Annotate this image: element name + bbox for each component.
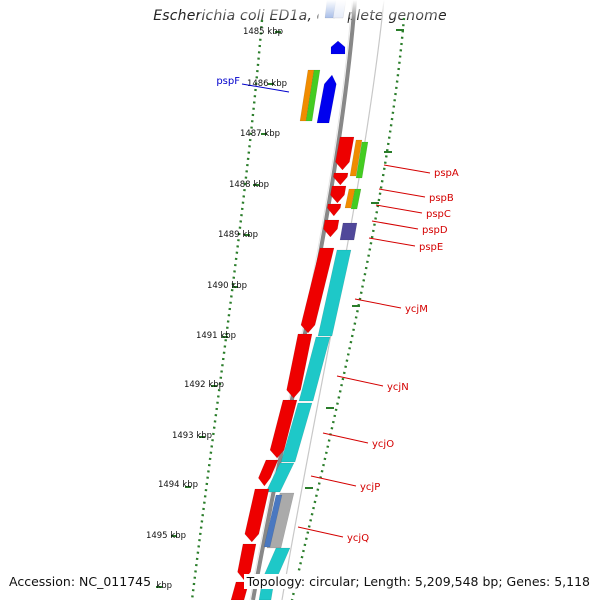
cds-stripe-green [355,141,369,179]
kbp-label: 1495 kbp [146,531,186,541]
gene-label-ycjO: ycjO [372,439,394,450]
kbp-label: 1485 kbp [243,27,283,37]
gene-label-ycjN: ycjN [387,382,409,393]
inner-dotted-rail [190,19,264,600]
kbp-label: 1492 kbp [184,380,224,390]
cds-ycjO [269,399,298,459]
gene-leader-line [354,298,402,309]
cds-pspE [323,219,340,238]
cds-ycjN [286,333,313,399]
feature-lane [232,0,350,600]
gene-leader-line [375,204,423,214]
gene-label-pspB: pspB [429,193,454,204]
gene-label-ycjQ: ycjQ [347,533,369,544]
gene-label-pspC: pspC [426,209,451,220]
gene-label-pspF: pspF [216,76,240,87]
cds-pspB [333,172,349,186]
cds-band-steelblue [263,494,283,548]
cds-ycjQ [244,488,270,543]
genome-summary-label: Topology: circular; Length: 5,209,548 bp… [243,574,590,589]
cds-stripe-green [305,69,321,122]
kbp-label: 1487 kbp [240,129,280,139]
gene-label-pspA: pspA [434,168,459,179]
gene-leader-line [297,526,344,538]
gene-leader-line [371,220,419,230]
gene-leader-line [336,375,384,387]
cds-ycjM [300,247,335,334]
cds-band-cyan [298,336,331,402]
gene-leader-line [368,237,416,247]
kbp-label: 1490 kbp [207,281,247,291]
cds-pspF [316,74,337,124]
kbp-label: 1493 kbp [172,431,212,441]
gene-leader-line [322,432,369,444]
cds-band-cyan [280,402,313,463]
cds-band-cyan [265,462,295,493]
kbp-label: 1491 kbp [196,331,236,341]
accession-label: Accession: NC_011745 [9,574,154,589]
gene-label-pspE: pspE [419,242,443,253]
kbp-label: 1486 kbp [247,79,287,89]
gene-label-ycjM: ycjM [405,304,428,315]
cds-purple [339,222,358,241]
cds-stripe-green [350,188,362,210]
cds-stripe-orange [349,139,363,177]
gene-label-ycjP: ycjP [360,482,380,493]
cds-pspD [327,203,342,217]
feature-track [230,0,369,600]
gene-label-pspD: pspD [422,225,448,236]
gene-leader-line [383,164,431,174]
gene-leader-line [241,83,290,93]
cds-forward-small [330,40,346,55]
kbp-label: 1489 kbp [218,230,258,240]
kbp-label: 1488 kbp [229,180,269,190]
gene-label-layer: pspF pspA pspB pspC pspD pspE ycjM ycjN ycjO ycjP… [216,76,459,544]
top-fade [200,0,440,20]
map-structure [190,0,406,600]
cds-band-cyan [317,249,352,337]
gene-leader-line [378,188,426,198]
cds-ycjP [258,459,279,487]
kbp-label: 1494 kbp [158,480,198,490]
gene-leader-line [310,475,357,487]
cds-pspA [335,136,355,171]
cds-pspC [330,185,347,204]
cds-stripe-orange [344,188,356,209]
